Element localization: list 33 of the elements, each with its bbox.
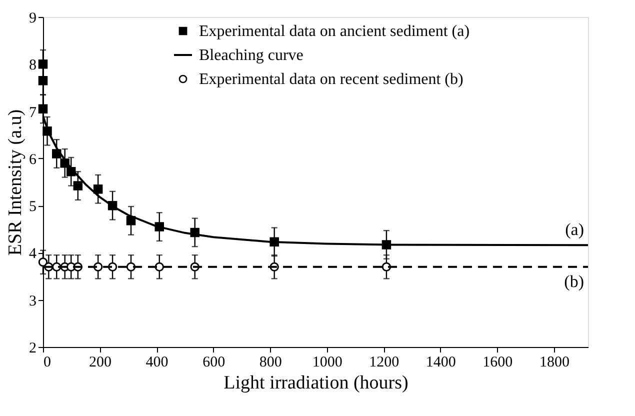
point xyxy=(126,216,136,226)
point xyxy=(38,104,48,114)
x-tick-label: 0 xyxy=(44,354,51,370)
x-tick-label: 600 xyxy=(202,354,226,370)
y-tick-label: 4 xyxy=(29,246,37,262)
point xyxy=(93,184,103,194)
legend-label: Bleaching curve xyxy=(199,47,304,64)
y-axis-title: ESR Intensity (a.u) xyxy=(5,109,26,256)
y-tick-label: 8 xyxy=(29,58,36,74)
x-axis-title: Light irradiation (hours) xyxy=(224,372,408,394)
x-tick-label: 1800 xyxy=(539,354,570,370)
x-tick-label: 1600 xyxy=(482,354,513,370)
y-tick-label: 7 xyxy=(29,104,37,121)
x-tick-label: 400 xyxy=(146,354,168,370)
point xyxy=(126,262,136,272)
y-tick-label: 9 xyxy=(29,10,36,26)
point xyxy=(38,76,48,86)
x-tick-label: 800 xyxy=(259,354,282,370)
y-tick-label: 6 xyxy=(29,152,37,168)
x-tick-label: 200 xyxy=(89,354,112,370)
point xyxy=(38,60,48,69)
legend-label: Experimental data on recent sediment (b) xyxy=(199,71,464,88)
y-tick-label: 5 xyxy=(29,199,36,216)
legend-label: Experimental data on ancient sediment (a) xyxy=(199,23,470,40)
x-tick-label: 1000 xyxy=(312,354,342,370)
point xyxy=(154,262,164,272)
y-tick-label: 2 xyxy=(29,340,36,356)
point xyxy=(73,181,83,190)
y-tick-label: 3 xyxy=(29,293,36,310)
annotation: (a) xyxy=(565,220,584,239)
x-tick-label: 1200 xyxy=(369,354,400,370)
x-tick-label: 1400 xyxy=(426,354,456,370)
annotation: (b) xyxy=(564,272,584,291)
